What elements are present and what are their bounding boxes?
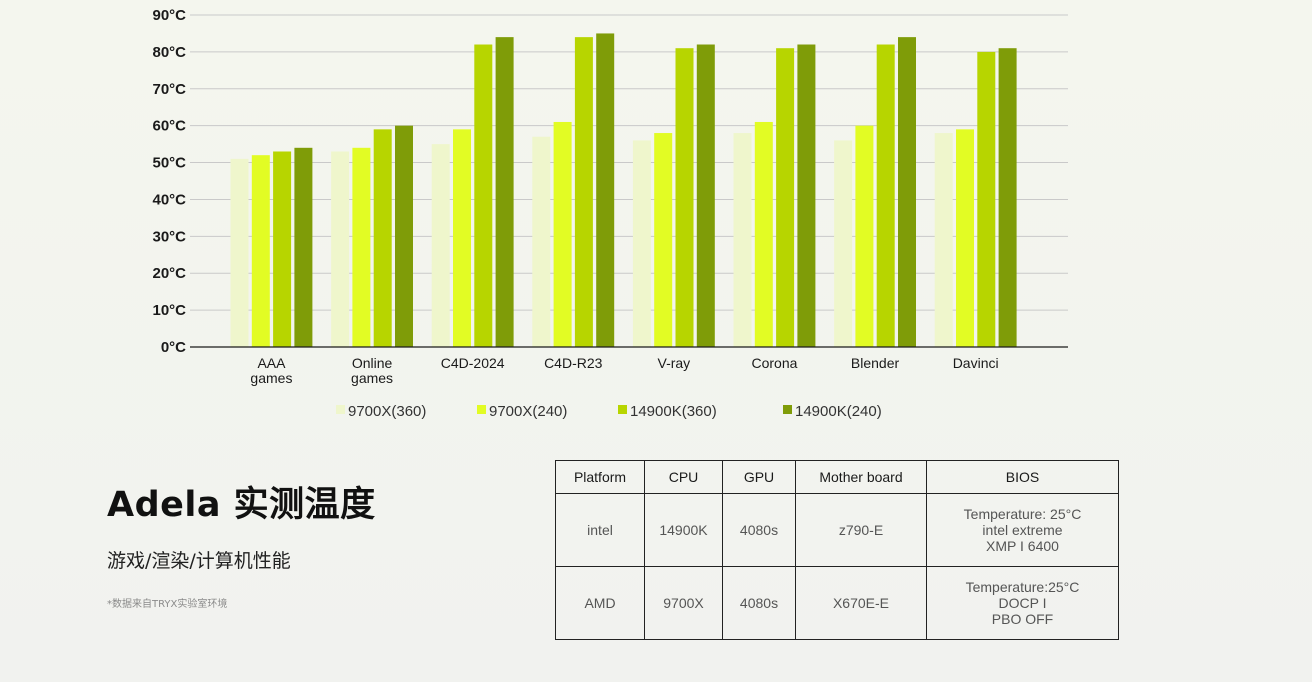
y-tick-label: 0°C [161, 339, 186, 356]
x-tick-label: games [250, 370, 292, 386]
y-tick-label: 60°C [152, 118, 186, 135]
bios-line: XMP I 6400 [986, 538, 1059, 554]
y-tick-label: 80°C [152, 44, 186, 61]
y-tick-label: 50°C [152, 155, 186, 172]
bar-9700x-360-5 [733, 133, 752, 347]
chart-bars [230, 33, 1017, 348]
bios-line: Temperature: 25°C [963, 506, 1082, 522]
bar-14900k-360-5 [776, 48, 795, 347]
bar-9700x-240-1 [352, 147, 371, 347]
bar-14900k-240-7 [998, 48, 1017, 347]
bar-14900k-360-3 [574, 37, 593, 348]
data-source-footnote: *数据来自TRYX实验室环境 [107, 599, 228, 610]
cell-gpu: 4080s [722, 493, 796, 567]
chart-axes: 0°C 10°C 20°C 30°C 40°C 50°C 60°C 70°C 80°C 90°C A… [152, 7, 1068, 386]
bar-14900k-240-1 [395, 125, 413, 348]
y-tick-label: 90°C [152, 7, 186, 24]
y-tick-label: 40°C [152, 191, 186, 208]
bar-14900k-360-1 [373, 129, 392, 347]
bios-line: PBO OFF [991, 611, 1054, 627]
page-headline: Adela 实测温度 [107, 485, 376, 525]
bar-9700x-360-1 [331, 151, 350, 347]
x-tick-label: C4D-2024 [441, 355, 505, 371]
bar-9700x-360-0 [230, 158, 249, 347]
x-tick-label: Online [352, 355, 393, 371]
bar-9700x-360-4 [632, 140, 651, 347]
bar-14900k-240-5 [797, 44, 816, 348]
y-tick-label: 20°C [152, 265, 186, 282]
page-subheadline: 游戏/渲染/计算机性能 [107, 550, 291, 572]
bar-9700x-240-4 [654, 133, 673, 347]
cell-platform: intel [555, 493, 645, 567]
bar-14900k-360-0 [273, 151, 292, 347]
table-row: AMD 9700X 4080s X670E-E Temperature:25°C… [555, 566, 1119, 640]
legend-label: 9700X(360) [348, 403, 426, 420]
x-tick-label: V-ray [658, 355, 691, 371]
bar-14900k-240-2 [495, 37, 514, 348]
y-tick-label: 30°C [152, 228, 186, 245]
bios-line: Temperature:25°C [965, 579, 1080, 595]
header-platform: Platform [555, 460, 645, 494]
bios-line: DOCP I [998, 595, 1047, 611]
bar-14900k-360-2 [474, 44, 493, 348]
bar-14900k-240-6 [898, 37, 916, 348]
table-row: intel 14900K 4080s z790-E Temperature: 2… [555, 493, 1119, 567]
bar-14900k-360-6 [876, 44, 895, 348]
legend-label: 14900K(240) [795, 403, 882, 420]
x-tick-label: AAA [257, 355, 286, 371]
cell-bios: Temperature:25°C DOCP I PBO OFF [926, 566, 1119, 640]
header-cpu: CPU [644, 460, 723, 494]
header-bios: BIOS [926, 460, 1119, 494]
bar-14900k-360-7 [977, 51, 996, 348]
legend-swatch [336, 405, 345, 414]
x-tick-label: Davinci [953, 355, 999, 371]
x-tick-label: Blender [851, 355, 900, 371]
legend-label: 9700X(240) [489, 403, 567, 420]
chart-legend: 9700X(360) 9700X(240) 14900K(360) 14900K(24… [336, 403, 882, 420]
bar-9700x-360-6 [834, 140, 853, 347]
legend-swatch [618, 405, 627, 414]
x-tick-label: games [351, 370, 393, 386]
legend-swatch [477, 405, 486, 414]
bar-9700x-240-7 [956, 129, 974, 347]
bios-line: intel extreme [982, 522, 1063, 538]
bar-9700x-240-3 [553, 121, 572, 347]
x-tick-label: Corona [751, 355, 797, 371]
cell-bios: Temperature: 25°C intel extreme XMP I 64… [926, 493, 1119, 567]
bar-14900k-360-4 [675, 48, 694, 347]
header-gpu: GPU [722, 460, 796, 494]
table-header-row: Platform CPU GPU Mother board BIOS [555, 460, 1119, 494]
cell-platform: AMD [555, 566, 645, 640]
legend-swatch [783, 405, 792, 414]
x-tick-label: C4D-R23 [544, 355, 603, 371]
legend-label: 14900K(360) [630, 403, 717, 420]
cell-cpu: 9700X [644, 566, 723, 640]
bar-14900k-240-3 [596, 33, 615, 347]
y-tick-label: 70°C [152, 81, 186, 98]
bar-9700x-360-7 [934, 133, 953, 347]
cell-cpu: 14900K [644, 493, 723, 567]
cell-gpu: 4080s [722, 566, 796, 640]
cell-mother-board: X670E-E [795, 566, 927, 640]
test-platform-table: Platform CPU GPU Mother board BIOS intel… [555, 460, 1119, 640]
bar-9700x-240-6 [855, 125, 874, 348]
bar-9700x-360-2 [431, 144, 450, 347]
bar-14900k-240-0 [294, 147, 313, 347]
bar-9700x-360-3 [532, 136, 551, 347]
header-mother-board: Mother board [795, 460, 927, 494]
temperature-bar-chart: 0°C 10°C 20°C 30°C 40°C 50°C 60°C 70°C 80°C 90°C A… [152, 7, 1068, 420]
bar-9700x-240-0 [251, 155, 270, 347]
cell-mother-board: z790-E [795, 493, 927, 567]
bar-14900k-240-4 [696, 44, 715, 348]
bar-9700x-240-5 [754, 121, 773, 347]
bar-9700x-240-2 [453, 129, 471, 347]
y-tick-label: 10°C [152, 302, 186, 319]
